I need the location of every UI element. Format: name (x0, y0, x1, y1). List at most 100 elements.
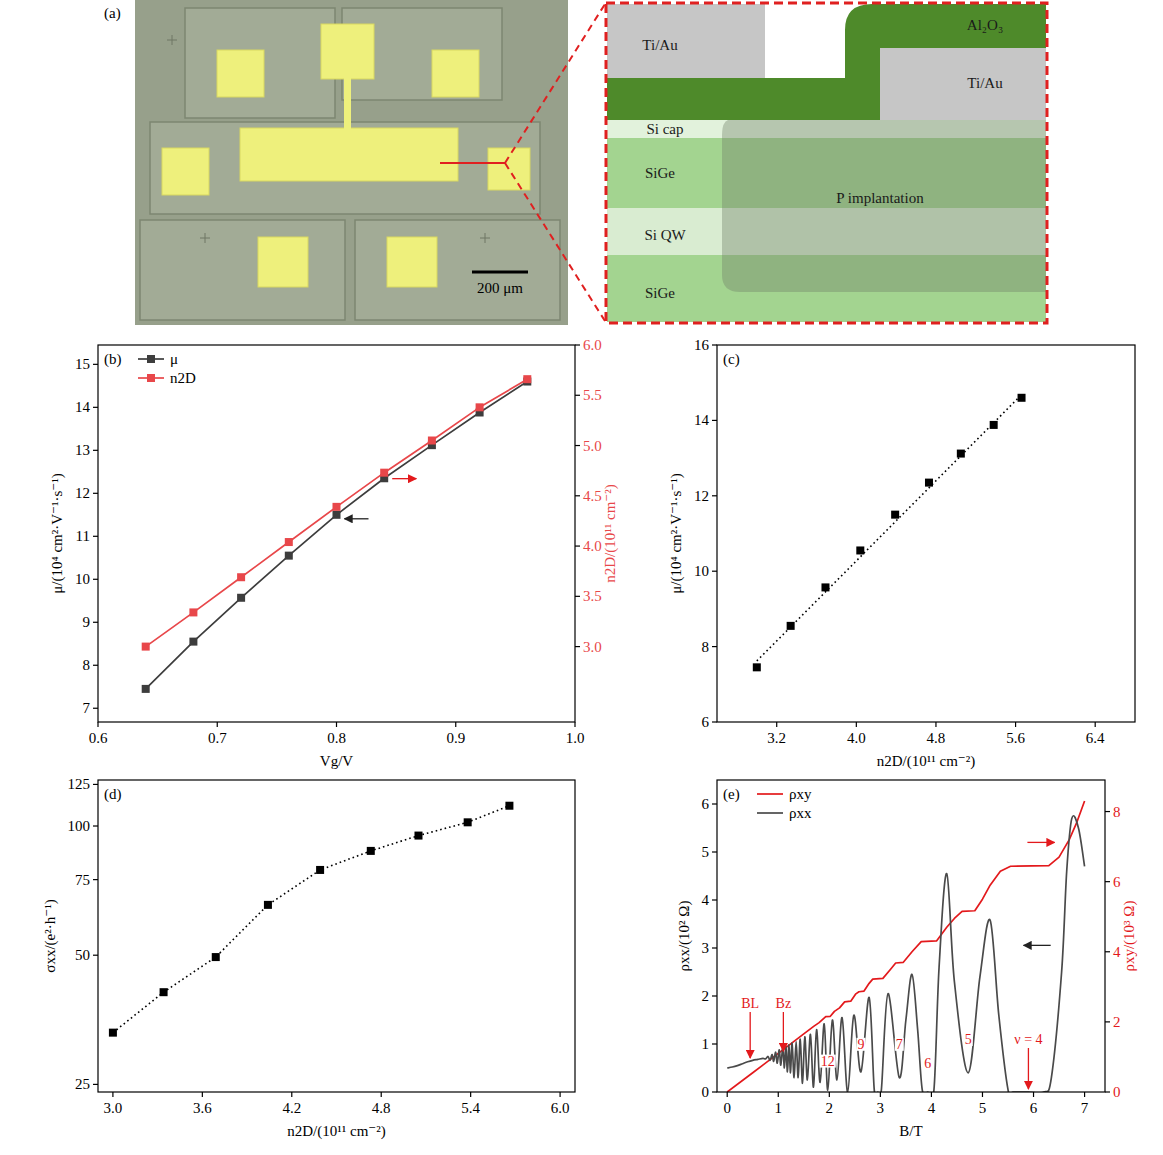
plot-frame (717, 345, 1135, 722)
x-tick-label: 4.8 (927, 730, 946, 746)
y2-tick-label: 5.0 (583, 438, 602, 454)
y-axis-title: ρxx/(10² Ω) (676, 900, 693, 971)
x-tick-label: 2 (826, 1100, 834, 1116)
y2-tick-label: 4 (1113, 944, 1121, 960)
annotation-arrow (783, 1012, 784, 1051)
plot-frame (98, 780, 575, 1092)
data-point (237, 573, 245, 581)
y2-tick-label: 6 (1113, 874, 1121, 890)
series-line (757, 395, 1022, 661)
x-tick-label: 3.2 (767, 730, 786, 746)
y-tick (712, 803, 717, 804)
layer-label: Si QW (644, 227, 686, 243)
data-point (316, 866, 324, 874)
y2-tick (1105, 1021, 1110, 1022)
annotation: ν = 4 (1014, 1032, 1042, 1047)
y-tick-label: 10 (694, 563, 709, 579)
data-point (189, 608, 197, 616)
x-tick (455, 722, 456, 727)
y-tick (712, 851, 717, 852)
layer-label: SiGe (645, 285, 675, 301)
contact-pad (258, 237, 308, 287)
y2-tick-label: 0 (1113, 1084, 1121, 1100)
data-point (856, 546, 864, 554)
x-tick-label: 7 (1081, 1100, 1089, 1116)
data-point (333, 503, 341, 511)
layer-label: SiGe (645, 165, 675, 181)
y2-tick (575, 646, 580, 647)
data-point (414, 832, 422, 840)
zoom-frame (606, 3, 1047, 323)
data-point (821, 583, 829, 591)
data-layer (142, 375, 532, 693)
y-tick-label: 13 (75, 442, 90, 458)
y-axis-title: μ/(10⁴ cm²·V⁻¹·s⁻¹) (668, 473, 685, 594)
y2-tick-label: 4.5 (583, 488, 602, 504)
annotation-patch (740, 997, 760, 1010)
y-tick (93, 407, 98, 408)
implant-region (722, 120, 1046, 292)
y-tick (712, 1043, 717, 1044)
x-tick-label: 5.4 (461, 1100, 480, 1116)
x-tick (727, 1092, 728, 1097)
cross-section: Ti/AuAl₂O₃Ti/AuSi capSiGeP implantationS… (606, 3, 1047, 323)
axis-pointer (392, 478, 416, 479)
series-line (727, 801, 1084, 1092)
x-tick-label: 0.7 (208, 730, 227, 746)
x-tick (470, 1092, 471, 1097)
x-axis-title: Vg/V (320, 753, 354, 769)
y-tick (93, 622, 98, 623)
layer-al2o3 (607, 4, 1046, 120)
data-point (285, 538, 293, 546)
x-tick-label: 3.6 (193, 1100, 212, 1116)
legend-line (757, 793, 783, 795)
y-tick-label: 100 (68, 818, 91, 834)
y2-tick (575, 445, 580, 446)
y-tick (712, 344, 717, 345)
chart-panel: 3.24.04.85.66.4n2D/(10¹¹ cm⁻²)6810121416… (668, 337, 1135, 770)
data-point (476, 403, 484, 411)
contact-pad (488, 148, 530, 190)
data-point (333, 511, 341, 519)
y2-axis-title: ρxy/(10³ Ω) (1121, 900, 1138, 971)
zoom-lines (505, 4, 605, 321)
x-tick (931, 1092, 932, 1097)
contact-pad (387, 237, 437, 287)
x-tick-label: 6 (1030, 1100, 1038, 1116)
contact-pad (162, 148, 209, 195)
y-tick-label: 16 (694, 337, 710, 353)
x-tick-label: 4.0 (847, 730, 866, 746)
x-tick (381, 1092, 382, 1097)
annotation-patch (775, 997, 793, 1010)
x-tick (202, 1092, 203, 1097)
y-tick (93, 665, 98, 666)
axis-pointer (1024, 945, 1051, 946)
x-tick (574, 722, 575, 727)
y-tick-label: 9 (83, 614, 91, 630)
y-tick (93, 955, 98, 956)
alignment-mark (480, 233, 490, 243)
annotation-patch (856, 1038, 865, 1051)
gate-metal (607, 4, 765, 78)
y-tick (712, 899, 717, 900)
y-tick-label: 6 (702, 796, 710, 812)
y-tick (712, 721, 717, 722)
y-tick (93, 1084, 98, 1085)
chart-panel: 3.03.64.24.85.46.0n2D/(10¹¹ cm⁻²)2550751… (42, 776, 576, 1140)
x-tick-label: 0 (723, 1100, 731, 1116)
y-tick (93, 579, 98, 580)
y-axis-title: σxx/(e²·h⁻¹) (42, 899, 59, 972)
contact-pad (217, 50, 264, 97)
x-tick (776, 722, 777, 727)
y-tick (93, 450, 98, 451)
x-tick-label: 6.4 (1086, 730, 1105, 746)
contact-pad (321, 24, 374, 79)
y-tick (712, 1091, 717, 1092)
y-tick (712, 420, 717, 421)
series-line (727, 816, 1084, 1092)
x-tick (1015, 722, 1016, 727)
y-tick (712, 995, 717, 996)
data-point (428, 437, 436, 445)
figure: (a)200 μmTi/AuAl₂O₃Ti/AuSi capSiGeP impl… (0, 0, 1163, 1155)
y-tick (712, 646, 717, 647)
